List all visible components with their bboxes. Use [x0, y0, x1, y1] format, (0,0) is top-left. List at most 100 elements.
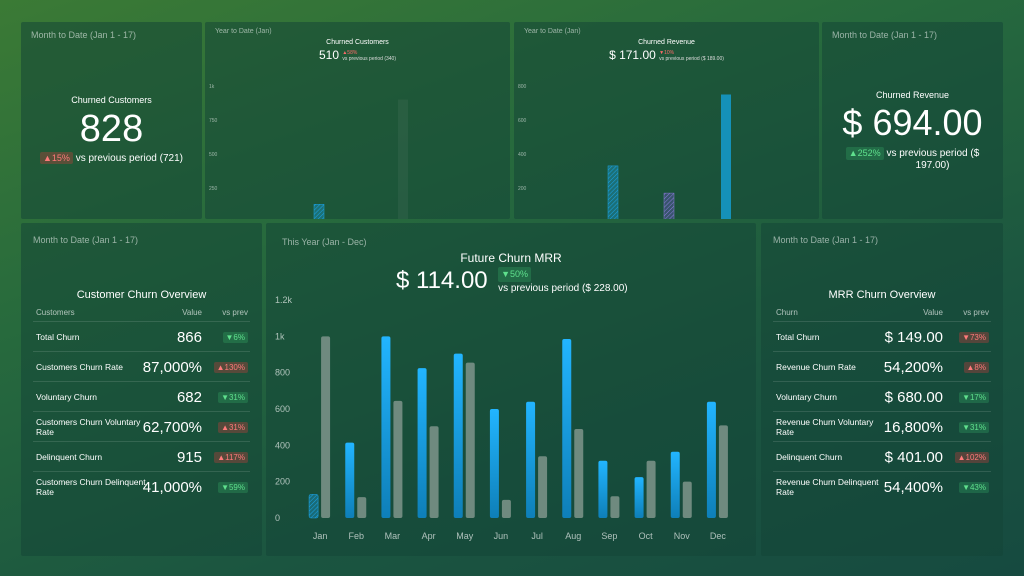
row-label: Delinquent Churn [36, 452, 103, 462]
period-label: Month to Date (Jan 1 - 17) [33, 235, 139, 245]
bar-current [308, 494, 319, 519]
row-change-badge: ▲117% [214, 452, 248, 463]
bar-previous [682, 481, 692, 518]
row-value: 16,800% [883, 419, 943, 436]
kpi-value: $ 694.00 [842, 102, 983, 143]
header-value: Value [182, 308, 202, 317]
bar-previous [321, 336, 331, 518]
header-vs-prev: vs prev [963, 308, 989, 317]
mrr-churn-overview-card: Month to Date (Jan 1 - 17) MRR Churn Ove… [761, 223, 1003, 556]
bar-current [489, 409, 499, 518]
row-change-badge: ▲102% [954, 452, 989, 463]
x-tick-label: Jun [494, 531, 509, 541]
x-tick-label: Aug [565, 531, 581, 541]
table-row: Total Churn 866 ▼6% [33, 321, 250, 352]
kpi-comparison-row: ▲15% vs previous period (721) [21, 152, 202, 164]
chart-title: Churned Customers [326, 39, 389, 46]
bar-previous [465, 362, 475, 518]
period-label: Month to Date (Jan 1 - 17) [31, 30, 137, 40]
y-tick-label: 1k [209, 84, 215, 90]
row-change-badge: ▼17% [959, 392, 989, 403]
y-tick-label: 200 [275, 477, 290, 487]
row-change-badge: ▲130% [213, 362, 248, 373]
row-change-badge: ▼6% [222, 332, 248, 343]
y-tick-label: 800 [518, 84, 527, 90]
y-tick-label: 250 [209, 186, 218, 192]
table-row: Revenue Churn Rate 54,200% ▲8% [773, 351, 991, 382]
x-tick-label: Apr [422, 531, 436, 541]
summary-value: $ 171.00 [609, 48, 656, 62]
churned-customers-card: Month to Date (Jan 1 - 17) Churned Custo… [21, 22, 202, 219]
chart-title: Churned Revenue [638, 39, 695, 46]
bar [721, 94, 731, 219]
row-label: Total Churn [776, 332, 820, 342]
comparison-text: vs previous period (721) [75, 153, 183, 164]
x-tick-label: Dec [710, 531, 727, 541]
change-badge: ▲58% [342, 49, 358, 56]
bar [313, 204, 325, 219]
bar [398, 99, 408, 219]
y-tick-label: 600 [275, 404, 290, 414]
row-label: Revenue Churn Rate [776, 362, 856, 372]
y-tick-label: 800 [275, 368, 290, 378]
comparison-text: vs previous period (340) [342, 55, 396, 62]
bar-current [345, 442, 355, 518]
bar-current [634, 477, 644, 518]
bar-current [562, 339, 572, 518]
table-header: Customers Value vs prev [33, 308, 250, 320]
row-value: 41,000% [142, 479, 202, 496]
period-label: Year to Date (Jan) [215, 28, 272, 35]
y-tick-label: 1.2k [275, 295, 293, 305]
future-churn-mrr-chart: 0 200 400 600 800 1k 1.2k Jan Feb Mar Apr May Jun Jul… [275, 295, 728, 541]
row-value: $ 149.00 [884, 329, 943, 346]
bar-current [381, 336, 391, 518]
row-value: 915 [176, 449, 202, 466]
table-row: Total Churn $ 149.00 ▼73% [773, 321, 991, 352]
table-row: Delinquent Churn 915 ▲117% [33, 441, 250, 472]
bar-previous [718, 425, 728, 518]
change-badge: ▲252% [845, 147, 884, 160]
y-tick-label: 500 [209, 152, 218, 158]
row-value: $ 401.00 [884, 449, 943, 466]
bar-current [598, 460, 608, 518]
table-row: Delinquent Churn $ 401.00 ▲102% [773, 441, 991, 472]
table-row: Customers Churn Voluntary Rate 62,700% ▲31… [33, 411, 250, 442]
row-change-badge: ▼31% [959, 422, 989, 433]
period-label: Month to Date (Jan 1 - 17) [773, 235, 879, 245]
row-value: 866 [176, 329, 202, 346]
x-tick-label: Oct [639, 531, 654, 541]
y-tick-label: 0 [275, 513, 280, 523]
table-row: Customers Churn Delinquent Rate 41,000% ▼5… [33, 471, 250, 502]
future-churn-mrr-card: This Year (Jan - Dec) Future Churn MRR $… [266, 223, 756, 556]
change-badge: ▼10% [659, 49, 675, 56]
y-tick-label: 750 [209, 118, 218, 124]
x-tick-label: Nov [674, 531, 691, 541]
churned-revenue-card: Month to Date (Jan 1 - 17) Churned Reven… [822, 22, 1003, 219]
row-label: Total Churn [36, 332, 80, 342]
table-row: Customers Churn Rate 87,000% ▲130% [33, 351, 250, 382]
chart-summary: $ 114.00 ▼50% vs previous period ($ 228.… [396, 267, 628, 295]
chart-summary: $ 171.00 ▼10% vs previous period ($ 189.0… [514, 48, 819, 62]
row-value: 62,700% [142, 419, 202, 436]
row-label: Delinquent Churn [776, 452, 843, 462]
kpi-title: Churned Customers [71, 95, 152, 105]
row-change-badge: ▼31% [218, 392, 248, 403]
x-tick-label: Mar [385, 531, 401, 541]
x-tick-label: Jul [531, 531, 543, 541]
row-change-badge: ▲8% [963, 362, 989, 373]
comparison-text: vs previous period ($ 189.00) [659, 55, 724, 62]
header-label: Churn [776, 308, 798, 317]
table-row: Voluntary Churn 682 ▼31% [33, 381, 250, 412]
bar-previous [393, 400, 403, 518]
row-value: 54,200% [883, 359, 943, 376]
row-label: Voluntary Churn [776, 392, 837, 402]
header-value: Value [923, 308, 943, 317]
bar-previous [357, 497, 367, 518]
change-badge: ▼50% [498, 267, 532, 282]
period-label: Month to Date (Jan 1 - 17) [832, 30, 938, 40]
x-tick-label: May [456, 531, 474, 541]
y-tick-label: 200 [518, 186, 527, 192]
row-change-badge: ▼73% [959, 332, 989, 343]
chart-title: Future Churn MRR [460, 251, 562, 265]
bar-previous [646, 460, 656, 518]
